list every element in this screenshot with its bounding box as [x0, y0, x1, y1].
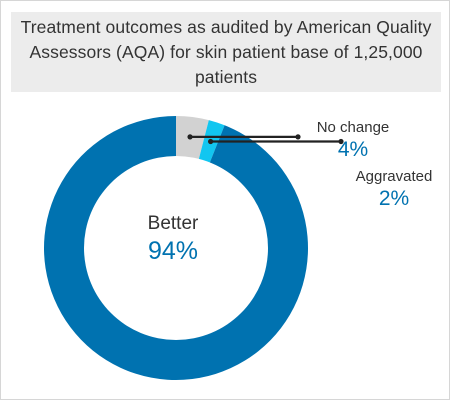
- leader-dot: [208, 138, 214, 145]
- no-change-value: 4%: [338, 138, 368, 161]
- leader-dot: [338, 138, 344, 145]
- chart-title: Treatment outcomes as audited by America…: [20, 16, 432, 87]
- better-value: 94%: [148, 237, 198, 265]
- leader-dot: [295, 134, 301, 140]
- aggravated-label: Aggravated: [356, 168, 433, 185]
- chart-title-box: Treatment outcomes as audited by America…: [11, 12, 441, 92]
- leader-dot: [187, 134, 193, 140]
- aggravated-value: 2%: [379, 187, 409, 210]
- leader-lines: [187, 134, 344, 145]
- better-label: Better: [148, 213, 199, 234]
- donut-hole: [84, 156, 268, 340]
- no-change-label: No change: [317, 119, 390, 136]
